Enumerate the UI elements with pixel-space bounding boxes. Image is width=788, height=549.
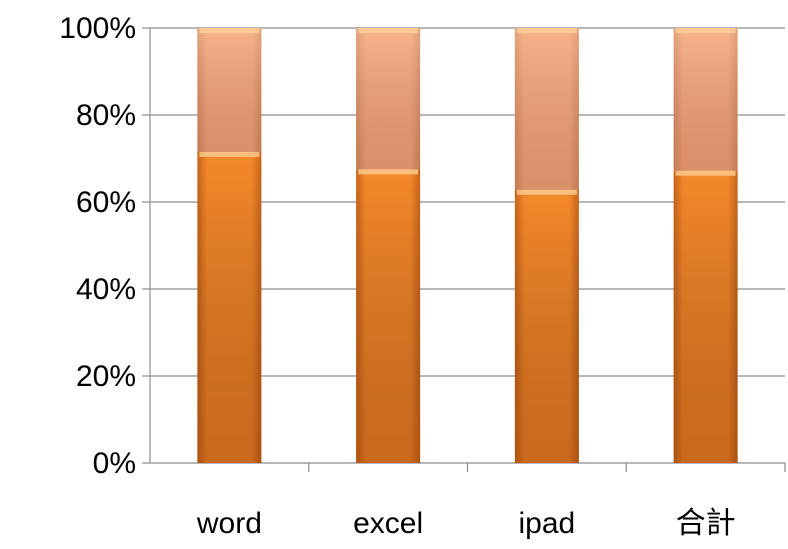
bar-bevel	[199, 28, 260, 33]
bar-bevel	[516, 189, 577, 195]
bar-bevel	[358, 169, 419, 175]
x-category-label: 合計	[676, 507, 736, 540]
bar-segment-upper-3	[673, 28, 738, 171]
bar-segment-upper-0	[197, 28, 262, 152]
y-tick-label: 100%	[59, 12, 136, 45]
bar-shade	[514, 28, 579, 190]
bar-bevel	[358, 28, 419, 33]
bar-shade	[673, 170, 738, 463]
y-tick-label: 60%	[76, 186, 136, 219]
x-category-label: ipad	[519, 507, 576, 540]
bar-bevel	[675, 170, 736, 176]
bar-segment-lower-0	[197, 151, 262, 463]
bars	[197, 28, 738, 463]
bar-bevel	[199, 151, 260, 157]
x-category-label: excel	[353, 507, 423, 540]
y-tick-label: 80%	[76, 99, 136, 132]
x-category-labels: word excel ipad 合計	[196, 507, 736, 540]
y-tick-labels: 0% 20% 40% 60% 80% 100%	[59, 12, 136, 480]
y-tick-label: 0%	[93, 447, 136, 480]
bar-shade	[356, 169, 421, 463]
bar-shade	[356, 28, 421, 170]
bar-segment-lower-2	[514, 189, 579, 463]
y-tick-label: 20%	[76, 360, 136, 393]
x-category-label: word	[196, 507, 262, 540]
bar-shade	[514, 189, 579, 463]
y-tick-label: 40%	[76, 273, 136, 306]
bar-shade	[197, 151, 262, 463]
bar-segment-upper-1	[356, 28, 421, 170]
bar-shade	[673, 28, 738, 171]
bar-segment-lower-3	[673, 170, 738, 463]
bar-shade	[197, 28, 262, 152]
bar-segment-upper-2	[514, 28, 579, 190]
bar-bevel	[516, 28, 577, 33]
bar-bevel	[675, 28, 736, 33]
bar-segment-lower-1	[356, 169, 421, 463]
